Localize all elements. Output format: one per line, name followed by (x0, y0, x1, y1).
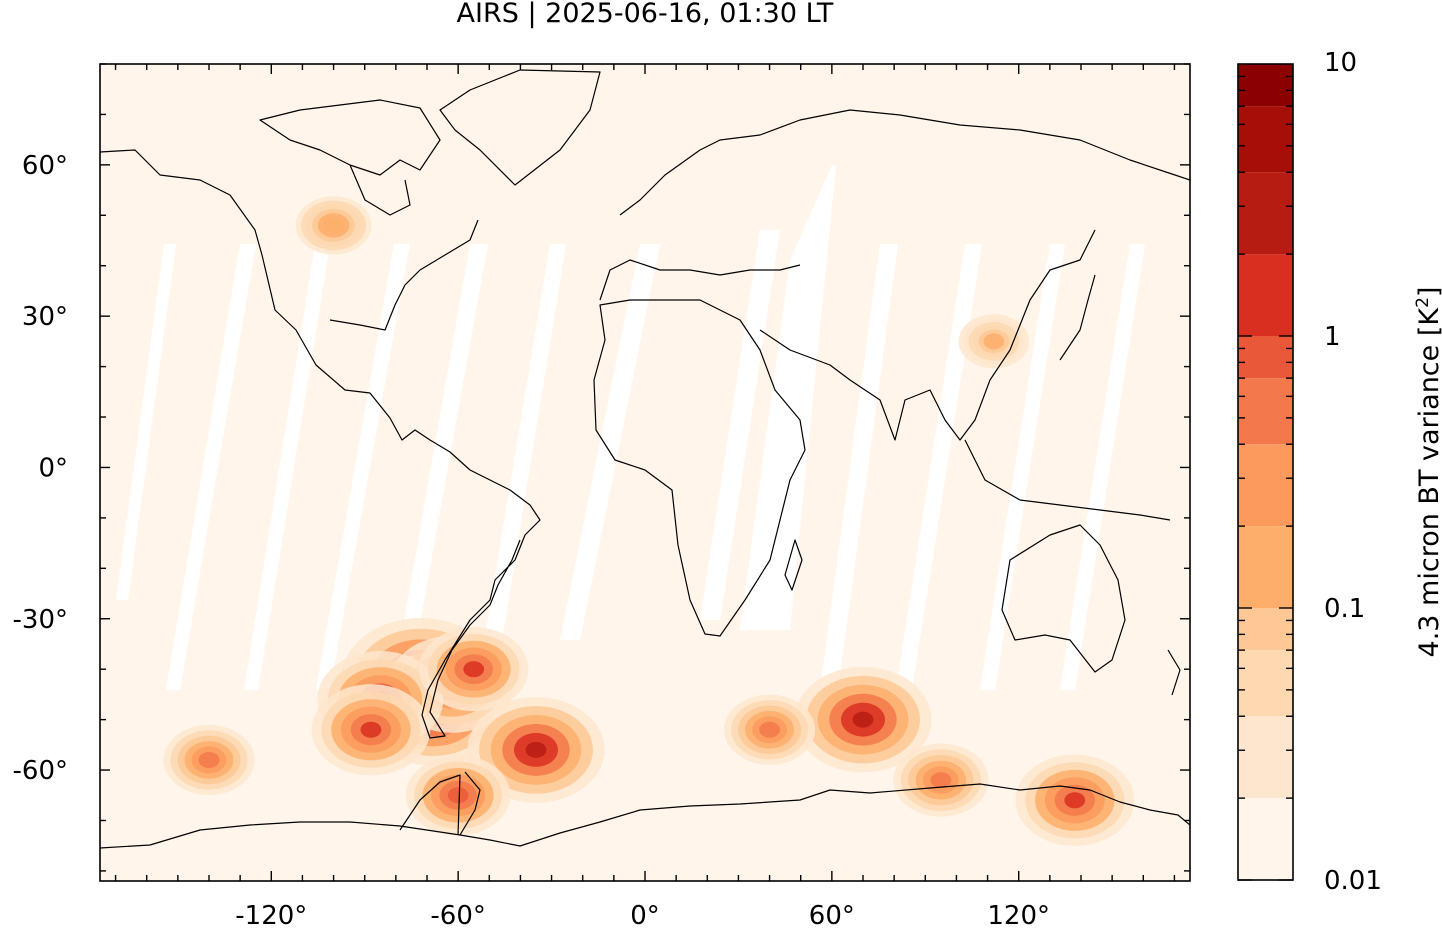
colorbar-tick-label: 1 (1324, 322, 1341, 352)
colorbar-label: 4.3 micron BT variance [K2] (1413, 287, 1442, 658)
colorbar-segment (1238, 798, 1293, 880)
colorbar-segment (1238, 650, 1293, 717)
variance-contour (463, 661, 485, 678)
y-tick-label: 30° (22, 302, 68, 332)
colorbar-segments (1238, 64, 1293, 880)
variance-contour (852, 711, 874, 728)
colorbar-label-superscript: 2 (1413, 297, 1433, 308)
colorbar-segment (1238, 526, 1293, 608)
coastline-us-east (329, 219, 479, 331)
coastline-antarctica (100, 783, 1190, 849)
variance-contour (759, 721, 780, 738)
colorbar-segment (1238, 172, 1293, 255)
colorbar-tick-labels: 10 1 0.1 0.01 (1324, 48, 1382, 896)
colorbar-frame (1237, 63, 1294, 881)
colorbar-segment (1238, 106, 1293, 173)
data-gap-swaths (116, 165, 1145, 690)
data-gap-swath (316, 244, 410, 690)
coastline-arabia-india (759, 229, 1096, 441)
colorbar-segment (1238, 444, 1293, 527)
colorbar-ticks (1238, 75, 1293, 881)
coastline-weddell (459, 771, 481, 836)
data-gap-swath (700, 230, 780, 620)
coastline-africa (593, 299, 806, 637)
variance-contour (1064, 792, 1086, 809)
data-gap-swath (896, 244, 982, 690)
variance-field (163, 196, 1135, 846)
coastline-europe-south (599, 259, 801, 301)
colorbar-tick-label: 10 (1324, 48, 1357, 78)
coastline-greenland (439, 69, 601, 186)
y-tick-labels: 60° 30° 0° -30° -60° (13, 151, 68, 786)
colorbar-segment (1238, 716, 1293, 799)
x-tick-label: 60° (809, 901, 855, 930)
coastline-australia (1001, 524, 1126, 673)
variance-contour (323, 217, 344, 234)
colorbar-tick-label: 0.1 (1324, 594, 1365, 624)
x-tick-label: 120° (987, 901, 1050, 930)
y-tick-label: -30° (13, 605, 68, 635)
coastline-southeast-asia (964, 439, 1171, 521)
data-gap-swath (392, 244, 488, 690)
colorbar-label-close: ] (1414, 287, 1442, 298)
map-panel: -120° -60° 0° 60° 120° 60° 30° 0° -30° -60° (13, 63, 1191, 930)
coastline-north-america (100, 149, 541, 739)
x-tick-label: -60° (430, 901, 485, 930)
colorbar-segment (1238, 64, 1293, 107)
data-gap-swath (1060, 244, 1145, 690)
coastline-antarctic-peninsula (399, 774, 461, 836)
colorbar-segment (1238, 378, 1293, 445)
colorbar-tick-label: 0.01 (1324, 866, 1382, 896)
data-gap-swath (476, 244, 566, 690)
coastlines (100, 69, 1190, 849)
variance-contour (360, 721, 382, 738)
colorbar: 10 1 0.1 0.01 4.3 micron BT variance [K2] (1237, 48, 1442, 896)
data-gap-swath (166, 244, 256, 690)
coastline-hudson (349, 164, 411, 216)
coastline-madagascar (784, 539, 803, 591)
coastline-new-zealand (1167, 649, 1181, 696)
variance-contour (198, 751, 220, 768)
y-tick-label: -60° (13, 756, 68, 786)
data-gap-swath (980, 244, 1065, 690)
data-gap-swath (244, 244, 330, 690)
colorbar-segment (1238, 608, 1293, 651)
coastline-canada-islands (259, 99, 441, 176)
variance-contour (525, 741, 547, 758)
data-gap-swath (560, 244, 660, 640)
y-tick-label: 0° (38, 453, 68, 483)
data-gap-swath (116, 244, 176, 600)
x-tick-label: 0° (630, 901, 660, 930)
y-tick-label: 60° (22, 151, 68, 181)
variance-contour (930, 772, 952, 789)
map-ticks (100, 63, 1190, 881)
x-tick-label: -120° (235, 901, 307, 930)
variance-contour (983, 333, 1005, 350)
x-tick-labels: -120° -60° 0° 60° 120° (235, 901, 1050, 930)
data-gap-swath (740, 165, 836, 630)
colorbar-segment (1238, 336, 1293, 379)
coastline-japan (1059, 274, 1096, 361)
variance-contour (447, 787, 469, 804)
colorbar-segment (1238, 254, 1293, 336)
coastline-eurasia (619, 109, 1190, 216)
chart-title: AIRS | 2025-06-16, 01:30 LT (457, 0, 834, 29)
data-gap-swath (820, 244, 898, 690)
